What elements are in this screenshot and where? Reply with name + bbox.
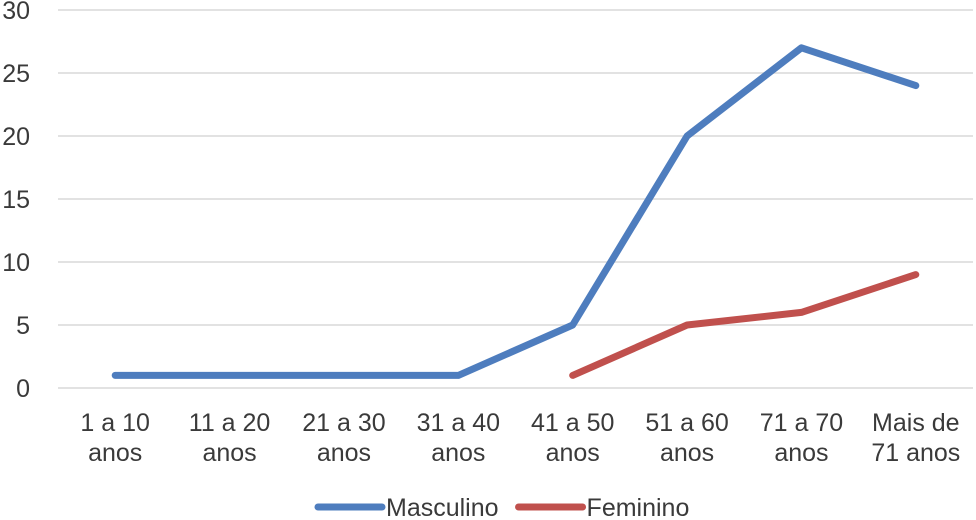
series-line-masculino [111,44,920,379]
series-line-feminino [569,271,920,379]
x-axis-category-label: Mais de [872,409,960,437]
x-axis-category-label: anos [546,439,600,467]
x-axis-category-label: 31 a 40 [417,409,500,437]
x-axis-category-label: anos [202,439,256,467]
x-axis-category-label: 71 a 70 [760,409,843,437]
y-axis-tick-label-25: 25 [2,60,30,88]
y-axis-tick-label-15: 15 [2,186,30,214]
y-axis-tick-label-10: 10 [2,249,30,277]
x-axis-category-label: 11 a 20 [189,409,271,437]
x-axis-category-label: anos [660,439,714,467]
legend-label-feminino: Feminino [587,494,690,520]
legend-label-masculino: Masculino [386,494,499,520]
y-axis-tick-label-0: 0 [16,375,30,403]
x-axis-category-label: anos [774,439,828,467]
x-axis-category-label: 21 a 30 [302,409,385,437]
x-axis-category-label: anos [317,439,371,467]
x-axis-category-label: anos [431,439,485,467]
x-axis-category-label: 1 a 10 [80,409,150,437]
x-axis-category-label: 51 a 60 [645,409,728,437]
y-axis-tick-label-20: 20 [2,123,30,151]
x-axis-category-label: anos [88,439,142,467]
x-axis-category-label: 41 a 50 [531,409,614,437]
y-axis-tick-label-30: 30 [2,0,30,25]
y-axis-tick-label-5: 5 [16,312,30,340]
x-axis-category-label: 71 anos [871,439,960,467]
